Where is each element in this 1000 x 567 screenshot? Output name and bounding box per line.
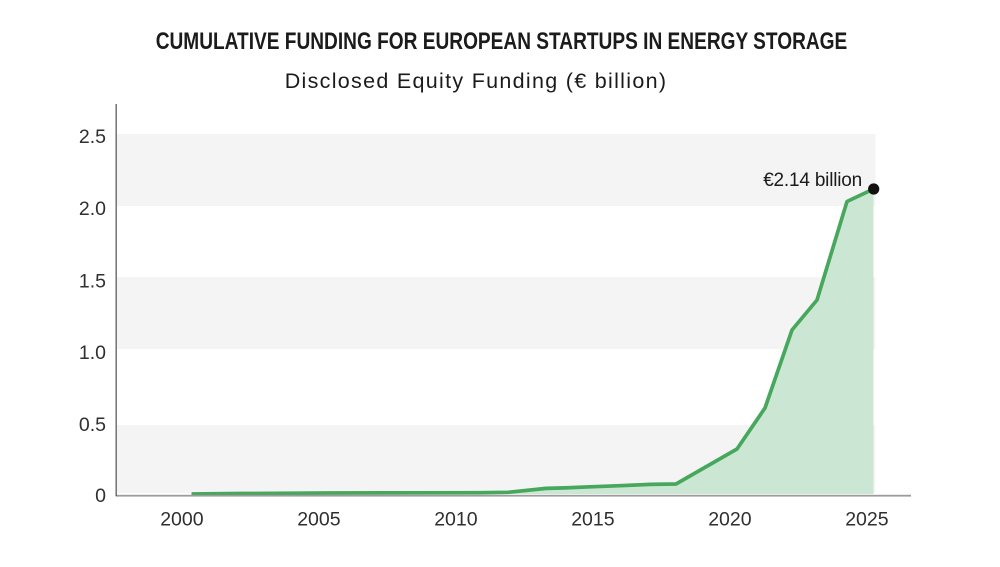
svg-text:2010: 2010 xyxy=(434,509,478,531)
svg-text:€2.14 billion: €2.14 billion xyxy=(763,170,862,191)
svg-text:0.5: 0.5 xyxy=(79,414,106,436)
svg-text:2020: 2020 xyxy=(708,509,752,531)
svg-text:0: 0 xyxy=(95,485,106,507)
svg-text:2005: 2005 xyxy=(297,509,341,531)
svg-text:2025: 2025 xyxy=(845,509,889,531)
svg-text:1.5: 1.5 xyxy=(79,270,106,292)
svg-text:2015: 2015 xyxy=(571,509,615,531)
svg-text:1.0: 1.0 xyxy=(79,342,106,364)
svg-text:CUMULATIVE FUNDING FOR EUROPEA: CUMULATIVE FUNDING FOR EUROPEAN STARTUPS… xyxy=(156,27,848,55)
svg-text:2.5: 2.5 xyxy=(79,126,106,148)
svg-text:2000: 2000 xyxy=(160,509,204,531)
svg-text:Disclosed Equity Funding (€ bi: Disclosed Equity Funding (€ billion) xyxy=(285,69,668,93)
svg-text:2.0: 2.0 xyxy=(79,198,106,220)
